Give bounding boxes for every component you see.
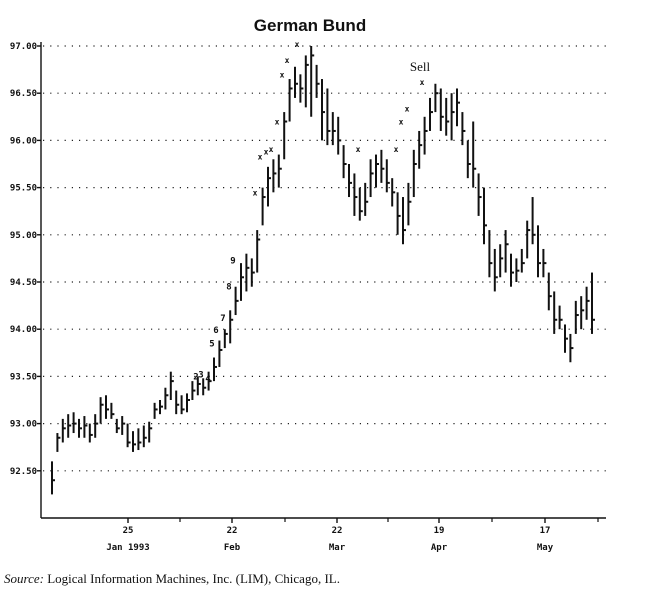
x-marker: x xyxy=(394,145,399,154)
y-tick-label: 93.00 xyxy=(10,420,37,430)
x-marker: x xyxy=(269,145,274,154)
x-axis-tick-labels: 25 Jan 1993 22 Feb 22 Mar 19 Apr 17 May xyxy=(106,518,599,553)
y-tick-label: 94.00 xyxy=(10,325,37,335)
x-marker: x xyxy=(285,56,290,65)
x-tick-day: 22 xyxy=(332,526,343,536)
chart: German Bund 97.00 96.50 96.00 95.50 95.00 94.… xyxy=(10,16,606,553)
wave-label: 5 xyxy=(209,339,214,349)
price-bars xyxy=(51,46,595,495)
y-tick-label: 95.00 xyxy=(10,231,37,241)
x-marker: x xyxy=(295,40,300,49)
x-tick-month: May xyxy=(537,543,554,553)
x-tick-month: Mar xyxy=(329,543,346,553)
wave-label: 2 xyxy=(193,372,198,382)
wave-label: 4 xyxy=(205,374,211,384)
gridlines xyxy=(37,45,606,472)
sell-annotation: Sell xyxy=(410,59,431,74)
x-marker: x xyxy=(420,78,425,87)
x-marker: x xyxy=(405,104,410,113)
y-tick-label: 94.50 xyxy=(10,278,37,288)
x-tick-month: Jan 1993 xyxy=(106,543,149,553)
source-text: Logical Information Machines, Inc. (LIM)… xyxy=(47,571,340,586)
wave-label: 7 xyxy=(220,314,225,324)
x-tick-day: 22 xyxy=(227,526,238,536)
x-marker: x xyxy=(258,152,263,161)
y-tick-label: 93.50 xyxy=(10,372,37,382)
y-tick-label: 97.00 xyxy=(10,42,37,52)
x-tick-day: 17 xyxy=(540,526,551,536)
y-tick-label: 96.00 xyxy=(10,136,37,146)
x-tick-month: Feb xyxy=(224,543,241,553)
wave-label: 8 xyxy=(226,283,231,293)
x-marker: x xyxy=(275,118,280,127)
x-marker: x xyxy=(253,188,258,197)
wave-count-labels: 2 3 4 5 67 8 9 xyxy=(193,256,235,384)
y-tick-label: 96.50 xyxy=(10,89,37,99)
wave-label: 6 xyxy=(213,326,218,336)
x-tick-month: Apr xyxy=(431,543,448,553)
x-marker: x xyxy=(356,145,361,154)
source-note: Source: Logical Information Machines, In… xyxy=(4,571,340,587)
x-marker: x xyxy=(264,148,269,157)
axes xyxy=(40,42,606,519)
wave-label: 9 xyxy=(230,256,235,266)
wave-label: 3 xyxy=(198,371,203,381)
x-tick-day: 25 xyxy=(123,526,134,536)
y-tick-label: 95.50 xyxy=(10,184,37,194)
y-axis-tick-labels: 97.00 96.50 96.00 95.50 95.00 94.50 94.00 93.50… xyxy=(10,42,37,477)
chart-title: German Bund xyxy=(254,16,366,35)
source-label: Source: xyxy=(4,571,44,586)
y-tick-label: 92.50 xyxy=(10,467,37,477)
x-marker: x xyxy=(399,118,404,127)
x-tick-day: 19 xyxy=(434,526,445,536)
x-marker: x xyxy=(280,70,285,79)
